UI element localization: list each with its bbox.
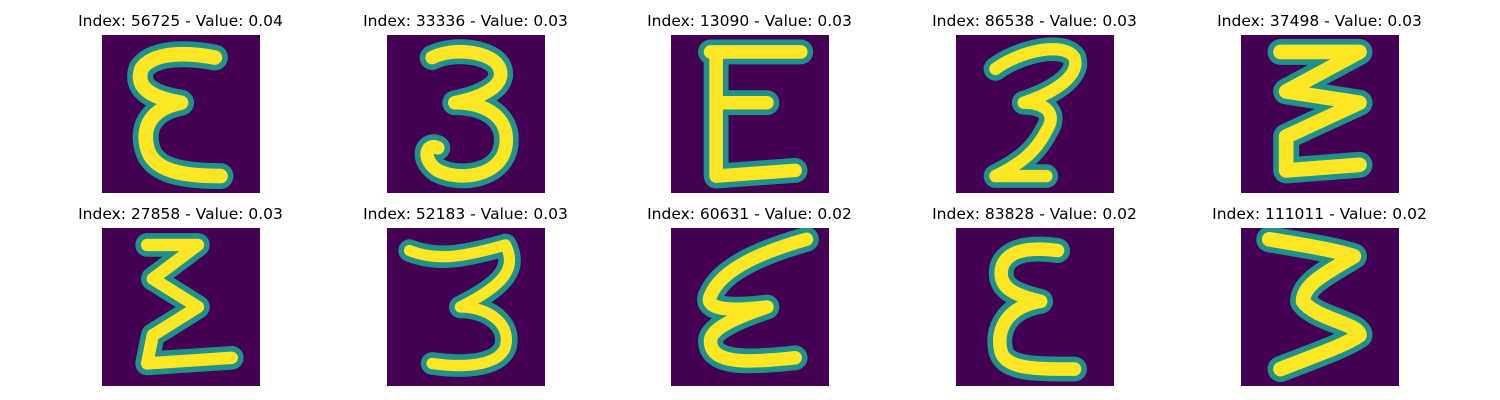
- panel: Index: 33336 - Value: 0.03: [323, 12, 608, 202]
- panel-title: Index: 60631 - Value: 0.02: [647, 205, 852, 223]
- digit-image: [1241, 228, 1399, 386]
- panel: Index: 52183 - Value: 0.03: [323, 205, 608, 395]
- panel: Index: 13090 - Value: 0.03: [607, 12, 892, 202]
- panel: Index: 27858 - Value: 0.03: [38, 205, 323, 395]
- panel: Index: 111011 - Value: 0.02: [1177, 205, 1462, 395]
- panel-title: Index: 33336 - Value: 0.03: [363, 12, 568, 30]
- digit-image: [671, 228, 829, 386]
- panel: Index: 60631 - Value: 0.02: [607, 205, 892, 395]
- panel-title: Index: 111011 - Value: 0.02: [1212, 205, 1427, 223]
- digit-image: [102, 228, 260, 386]
- digit-image: [387, 228, 545, 386]
- panel-title: Index: 86538 - Value: 0.03: [932, 12, 1137, 30]
- panel-title: Index: 13090 - Value: 0.03: [647, 12, 852, 30]
- panel-title: Index: 37498 - Value: 0.03: [1217, 12, 1422, 30]
- panel: Index: 83828 - Value: 0.02: [892, 205, 1177, 395]
- digit-image: [956, 228, 1114, 386]
- digit-image: [387, 35, 545, 193]
- digit-image: [1241, 35, 1399, 193]
- panel-title: Index: 83828 - Value: 0.02: [932, 205, 1137, 223]
- panel: Index: 86538 - Value: 0.03: [892, 12, 1177, 202]
- digit-image: [956, 35, 1114, 193]
- panel-title: Index: 27858 - Value: 0.03: [78, 205, 283, 223]
- panel: Index: 56725 - Value: 0.04: [38, 12, 323, 202]
- panel-title: Index: 52183 - Value: 0.03: [363, 205, 568, 223]
- digit-image: [671, 35, 829, 193]
- digit-image: [102, 35, 260, 193]
- panel: Index: 37498 - Value: 0.03: [1177, 12, 1462, 202]
- panel-title: Index: 56725 - Value: 0.04: [78, 12, 283, 30]
